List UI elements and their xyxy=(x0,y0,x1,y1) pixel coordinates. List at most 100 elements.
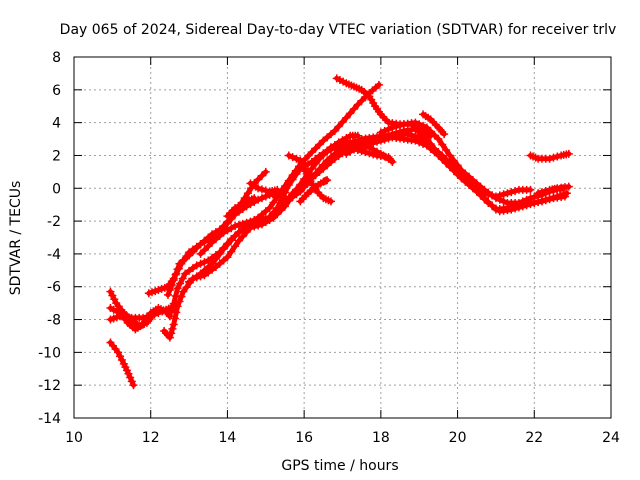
data-point xyxy=(319,160,328,169)
data-point xyxy=(167,307,176,316)
data-point xyxy=(419,121,428,130)
data-point xyxy=(234,228,243,237)
data-point xyxy=(280,199,289,208)
x-tick-label: 12 xyxy=(142,430,160,446)
x-tick-label: 10 xyxy=(65,430,83,446)
data-point xyxy=(511,187,520,196)
series-track-12 xyxy=(246,179,282,196)
y-tick-label: -10 xyxy=(38,345,61,361)
y-tick-label: -12 xyxy=(38,378,61,394)
data-point xyxy=(219,244,228,253)
data-point xyxy=(422,123,431,132)
data-point xyxy=(545,194,554,203)
data-point xyxy=(238,232,247,241)
series-track-11 xyxy=(223,194,259,221)
data-point xyxy=(196,249,205,258)
data-point xyxy=(215,249,224,258)
data-point xyxy=(265,203,274,212)
data-point xyxy=(171,270,180,279)
x-axis-tick-labels: 10 12 14 16 18 20 22 24 xyxy=(65,430,620,446)
data-point xyxy=(292,185,301,194)
data-point xyxy=(167,281,176,290)
data-point xyxy=(388,123,397,132)
data-point xyxy=(188,247,197,256)
data-point xyxy=(169,299,178,308)
axis-ticks xyxy=(73,56,612,419)
data-point xyxy=(472,187,481,196)
data-point xyxy=(284,194,293,203)
data-point xyxy=(426,127,435,136)
y-tick-label: 0 xyxy=(52,181,61,197)
series-track xyxy=(186,82,382,285)
data-point xyxy=(326,197,335,206)
data-point xyxy=(476,191,485,200)
series-track-15 xyxy=(311,131,362,163)
data-point xyxy=(250,194,259,203)
data-point xyxy=(288,189,297,198)
data-point xyxy=(254,175,263,184)
data-point xyxy=(178,274,187,283)
data-point xyxy=(384,125,393,134)
data-point xyxy=(522,195,531,204)
series-track-13 xyxy=(284,151,335,206)
data-point xyxy=(234,220,243,229)
data-point xyxy=(243,189,252,198)
data-point xyxy=(146,311,155,320)
data-point xyxy=(430,131,439,140)
data-point xyxy=(530,193,539,202)
y-tick-label: 4 xyxy=(52,116,61,132)
data-point xyxy=(257,171,266,180)
data-point xyxy=(534,189,543,198)
series-track-1 xyxy=(106,338,138,390)
data-point xyxy=(499,190,508,199)
data-point xyxy=(526,185,535,194)
data-point xyxy=(257,185,266,194)
data-point xyxy=(139,313,148,322)
data-point xyxy=(353,100,362,109)
y-tick-label: 2 xyxy=(52,148,61,164)
data-point xyxy=(200,246,209,255)
data-point xyxy=(129,381,138,390)
data-point xyxy=(192,261,201,270)
data-point xyxy=(307,148,316,157)
data-point xyxy=(231,231,240,240)
data-point xyxy=(440,130,449,139)
x-tick-label: 20 xyxy=(449,430,467,446)
y-tick-label: -4 xyxy=(47,247,61,263)
data-point xyxy=(223,219,232,228)
data-point xyxy=(564,182,573,191)
x-tick-label: 16 xyxy=(295,430,313,446)
data-point xyxy=(442,145,451,154)
data-point xyxy=(169,276,178,285)
data-point xyxy=(291,166,300,175)
data-point xyxy=(280,182,289,191)
data-point xyxy=(234,236,243,245)
data-point xyxy=(445,151,454,160)
data-point xyxy=(541,187,550,196)
data-point xyxy=(449,156,458,165)
series-track-10 xyxy=(196,130,571,258)
data-point xyxy=(338,118,347,127)
data-point xyxy=(124,369,133,378)
data-point xyxy=(165,286,174,295)
plot-frame xyxy=(73,56,612,419)
data-point xyxy=(200,258,209,267)
data-point xyxy=(277,203,286,212)
data-point xyxy=(353,131,362,140)
data-point xyxy=(154,308,163,317)
data-point xyxy=(273,193,282,202)
data-point xyxy=(306,177,315,186)
data-point xyxy=(518,197,527,206)
y-tick-label: -2 xyxy=(47,214,61,230)
data-point xyxy=(296,181,305,190)
data-point xyxy=(411,132,420,141)
data-point xyxy=(223,253,232,262)
data-point xyxy=(126,373,135,382)
data-point xyxy=(158,307,167,316)
data-point xyxy=(242,218,251,227)
data-point xyxy=(346,109,355,118)
data-point xyxy=(468,183,477,192)
data-point xyxy=(227,236,236,245)
data-point xyxy=(185,251,194,260)
